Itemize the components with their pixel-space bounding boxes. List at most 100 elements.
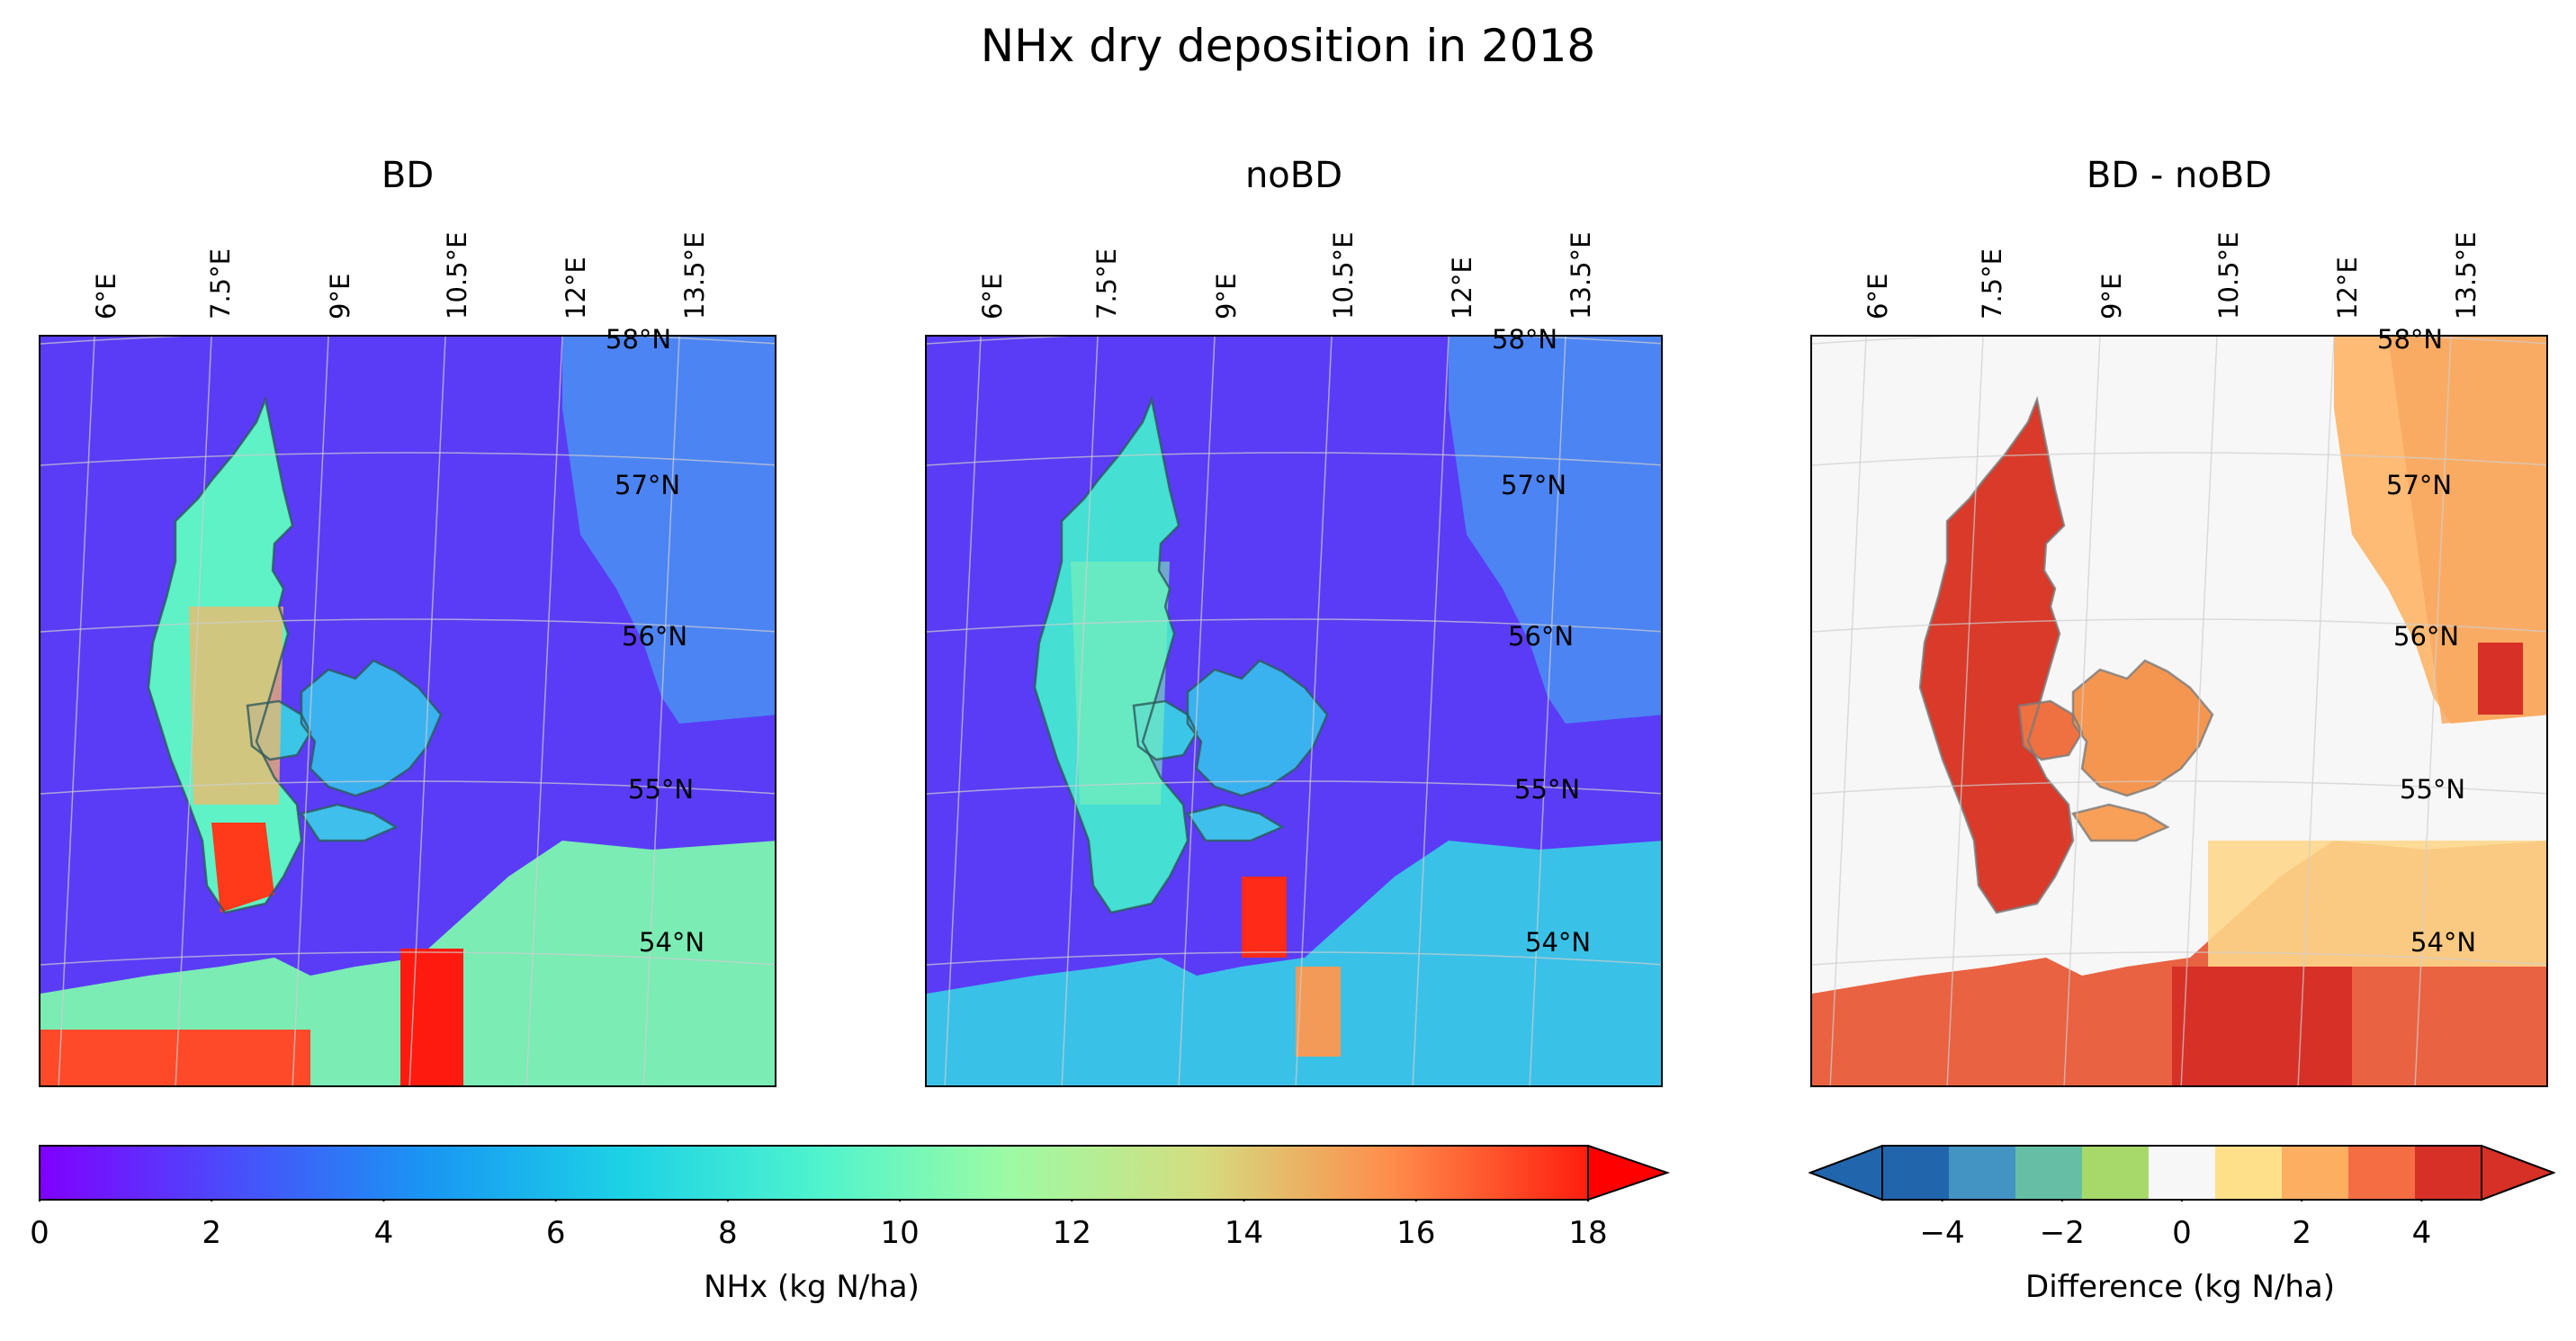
coastline: [147, 395, 303, 914]
lat-label: 57°N: [615, 470, 681, 500]
lon-label: 13.5°E: [1566, 231, 1596, 320]
hotspot-schleswig: [211, 823, 274, 913]
coastline: [300, 659, 443, 797]
coastline: [246, 699, 312, 761]
parallel-line: [1812, 337, 2546, 345]
colorbar-diff-swatches: [1808, 1144, 2556, 1202]
lon-label: 13.5°E: [2451, 231, 2482, 320]
germany-region: [927, 841, 1661, 1085]
map-diff-canvas: [1812, 337, 2546, 1085]
colorbar-diff: [1808, 1144, 2556, 1206]
meridian-line: [1178, 337, 1216, 1085]
parallel-line: [1812, 452, 2546, 466]
diff-hotspot-germany: [2172, 967, 2352, 1085]
parallel-line: [927, 780, 1661, 795]
map-bd-canvas: [40, 337, 775, 1085]
map-diff: [1810, 335, 2548, 1087]
meridian-line: [292, 337, 329, 1085]
diff-swatch: [2015, 1146, 2083, 1200]
lat-label: 58°N: [606, 324, 672, 355]
meridian-line: [2414, 337, 2452, 1085]
meridian-line: [1061, 337, 1099, 1085]
hotspot-jutland: [189, 607, 283, 805]
lat-label: 57°N: [1501, 470, 1567, 500]
lon-label: 7.5°E: [1977, 248, 2007, 320]
sweden-region: [1449, 337, 1661, 724]
figure-title: NHx dry deposition in 2018: [980, 20, 1596, 72]
panel-title-nobd: noBD: [1244, 155, 1343, 196]
lon-label: 12°E: [561, 256, 591, 320]
lat-label: 55°N: [1514, 774, 1581, 805]
lon-label: 7.5°E: [205, 248, 236, 320]
sweden-region: [562, 337, 775, 724]
meridian-line: [1829, 337, 1867, 1085]
diff-tick-label: −4: [1919, 1215, 1965, 1251]
colorbar-nhx-gradient: [39, 1144, 1671, 1202]
coastline: [2017, 699, 2084, 761]
coastline: [2070, 803, 2170, 842]
parallel-line: [1812, 780, 2546, 795]
diff-swatch: [1882, 1146, 1950, 1200]
diff-swatch: [2282, 1146, 2349, 1200]
coastline: [1918, 395, 2075, 914]
colorbar-nhx: [39, 1144, 1676, 1206]
meridian-line: [2180, 337, 2218, 1085]
panel-title-diff: BD - noBD: [2086, 155, 2273, 196]
graticule: [40, 337, 775, 1085]
map-nobd-canvas: [927, 337, 1661, 1085]
nhx-tick-label: 4: [373, 1215, 394, 1251]
lon-label: 6°E: [91, 273, 121, 320]
colorbar-diff-label: Difference (kg N/ha): [2025, 1269, 2335, 1305]
graticule: [1812, 337, 2546, 1085]
lat-label: 58°N: [2377, 324, 2444, 355]
meridian-line: [1529, 337, 1566, 1085]
jutland-land: [1920, 400, 2073, 913]
nhx-tick-label: 18: [1568, 1215, 1608, 1251]
diff-sweden-hotspot: [2478, 643, 2523, 715]
nhx-tick-label: 0: [30, 1215, 49, 1251]
meridian-line: [58, 337, 95, 1085]
nhx-tick-label: 16: [1396, 1215, 1436, 1251]
coastline: [1033, 395, 1189, 914]
meridian-line: [175, 337, 212, 1085]
lon-label: 12°E: [1447, 256, 1477, 320]
diff-tick-label: 0: [2172, 1215, 2192, 1251]
lon-label: 13.5°E: [679, 231, 710, 320]
parallel-line: [40, 780, 775, 795]
meridian-line: [1946, 337, 1984, 1085]
coastline: [1132, 699, 1198, 761]
coastline: [1185, 803, 1285, 842]
meridian-line: [642, 337, 680, 1085]
lon-label: 10.5°E: [2213, 231, 2244, 320]
zealand-land: [1188, 661, 1327, 796]
lat-label: 55°N: [2400, 774, 2466, 805]
hotspot-germany: [1296, 967, 1341, 1057]
diff-extend-max: [2481, 1144, 2556, 1202]
lon-label: 12°E: [2332, 256, 2363, 320]
map-bd: [39, 335, 776, 1087]
lon-label: 6°E: [977, 273, 1008, 320]
lat-label: 54°N: [1525, 927, 1592, 958]
nhx-tick-label: 6: [545, 1215, 566, 1251]
coastline: [299, 803, 399, 842]
zealand-land: [301, 661, 441, 796]
lat-label: 54°N: [639, 927, 705, 958]
meridian-line: [525, 337, 563, 1085]
panel-title-bd: BD: [381, 155, 435, 196]
lat-label: 55°N: [628, 774, 695, 805]
diff-tick-label: 4: [2411, 1215, 2432, 1251]
parallel-line: [40, 452, 775, 466]
lon-label: 10.5°E: [442, 231, 472, 320]
diff-extend-min: [1808, 1144, 1883, 1202]
meridian-line: [2297, 337, 2335, 1085]
nhx-tick-label: 2: [202, 1215, 222, 1251]
diff-tick-label: −2: [2039, 1215, 2085, 1251]
nhx-tick-label: 8: [718, 1215, 738, 1251]
parallel-line: [1812, 951, 2546, 966]
diff-swatch: [2215, 1146, 2283, 1200]
meridian-line: [2063, 337, 2101, 1085]
meridian-line: [1295, 337, 1333, 1085]
lon-label: 9°E: [1211, 273, 1242, 320]
lat-label: 57°N: [2386, 470, 2453, 500]
lon-label: 7.5°E: [1091, 248, 1122, 320]
